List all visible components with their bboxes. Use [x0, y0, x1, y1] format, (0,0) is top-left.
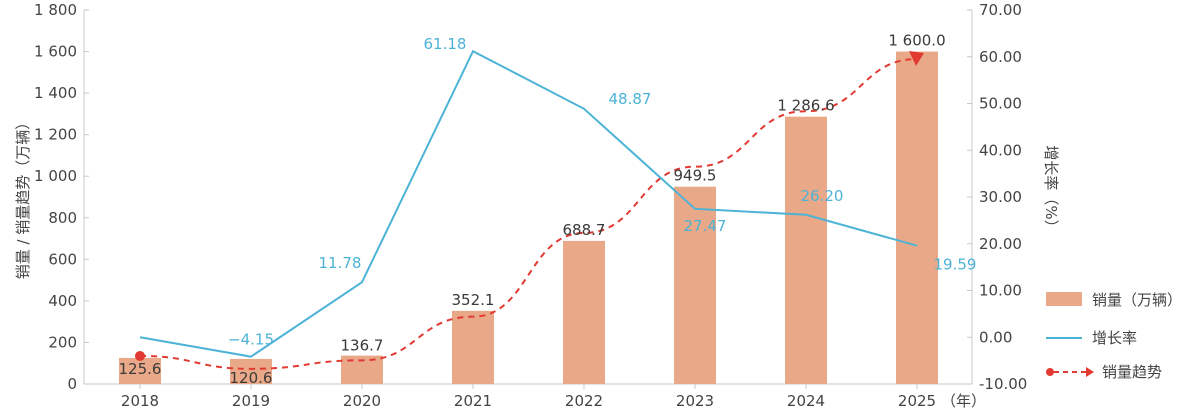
right-tick-label: 50.00 — [979, 95, 1022, 113]
trend-arrow-head — [909, 51, 924, 67]
left-tick-label: 1 000 — [34, 167, 77, 185]
legend-swatch-sales — [1046, 292, 1082, 306]
right-tick-label: 0.00 — [979, 328, 1012, 346]
left-tick-label: 600 — [48, 250, 77, 268]
bars-group — [119, 51, 938, 385]
x-tick-label: 2018 — [121, 392, 159, 410]
trend-start-dot — [135, 350, 145, 361]
growth-value-label: 48.87 — [609, 90, 652, 108]
x-tick-label: 2020 — [343, 392, 381, 410]
left-tick-label: 1 400 — [34, 84, 77, 102]
growth-value-label: 19.59 — [934, 256, 977, 274]
growth-value-label: 11.78 — [319, 254, 362, 272]
bar-2022 — [563, 240, 605, 384]
x-tick-label: 2025 — [898, 392, 936, 410]
left-tick-label: 0 — [67, 375, 77, 393]
legend-label-trend: 销量趋势 — [1102, 363, 1162, 381]
left-tick-label: 1 200 — [34, 126, 77, 144]
x-tick-label: 2021 — [454, 392, 492, 410]
bar-value-label: 1 600.0 — [888, 32, 945, 50]
axes: 0 200 400 600 800 1 000 1 200 1 400 1 600 1 800 -1… — [14, 1, 1060, 410]
right-tick-label: 60.00 — [979, 48, 1022, 66]
x-tick-label: 2023 — [676, 392, 714, 410]
legend-trend-dot — [1046, 368, 1054, 376]
x-tick-label: 2024 — [787, 392, 825, 410]
right-tick-label: -10.00 — [979, 375, 1027, 393]
trend-line — [139, 58, 918, 370]
growth-value-label: −4.15 — [228, 331, 274, 349]
growth-line — [139, 49, 918, 358]
bar-2019 — [230, 358, 272, 384]
legend-label-growth: 增长率 — [1092, 329, 1137, 347]
x-unit-label: （年） — [941, 392, 986, 410]
growth-value-label: 61.18 — [424, 35, 467, 53]
bar-2023 — [674, 186, 716, 384]
left-tick-label: 800 — [48, 209, 77, 227]
right-tick-label: 20.00 — [979, 235, 1022, 253]
trend-line-group — [135, 51, 924, 370]
bar-2021 — [452, 310, 494, 384]
right-axis-title: 增长率（%） — [1042, 145, 1060, 234]
bar-2018 — [119, 357, 161, 384]
bar-2024 — [785, 116, 827, 385]
right-tick-label: 40.00 — [979, 141, 1022, 159]
growth-value-label: 26.20 — [801, 187, 844, 205]
left-tick-label: 1 600 — [34, 43, 77, 61]
left-tick-label: 1 800 — [34, 1, 77, 19]
legend-label-sales: 销量（万辆） — [1092, 291, 1182, 309]
bar-value-label: 1 286.6 — [777, 97, 834, 115]
data-labels-group: 125.6 120.6 136.7 352.1 688.7 949.5 1 286.6 1 6… — [119, 32, 977, 387]
legend-trend-arrow — [1086, 367, 1094, 377]
growth-value-label: 27.47 — [684, 217, 727, 235]
left-tick-label: 200 — [48, 333, 77, 351]
bar-value-label: 136.7 — [341, 337, 384, 355]
left-tick-label: 400 — [48, 292, 77, 310]
left-axis-title: 销量 / 销量趋势（万辆） — [14, 115, 32, 280]
right-tick-label: 70.00 — [979, 1, 1022, 19]
x-tick-label: 2022 — [565, 392, 603, 410]
bar-value-label: 352.1 — [452, 291, 495, 309]
bar-value-label: 949.5 — [674, 167, 717, 185]
right-tick-label: 10.00 — [979, 282, 1022, 300]
right-tick-label: 30.00 — [979, 188, 1022, 206]
bar-value-label: 120.6 — [230, 369, 273, 387]
bar-2025 — [896, 51, 938, 385]
x-tick-label: 2019 — [232, 392, 270, 410]
bar-value-label: 688.7 — [563, 221, 606, 239]
bar-value-label: 125.6 — [119, 360, 162, 378]
growth-line-group — [139, 49, 918, 358]
